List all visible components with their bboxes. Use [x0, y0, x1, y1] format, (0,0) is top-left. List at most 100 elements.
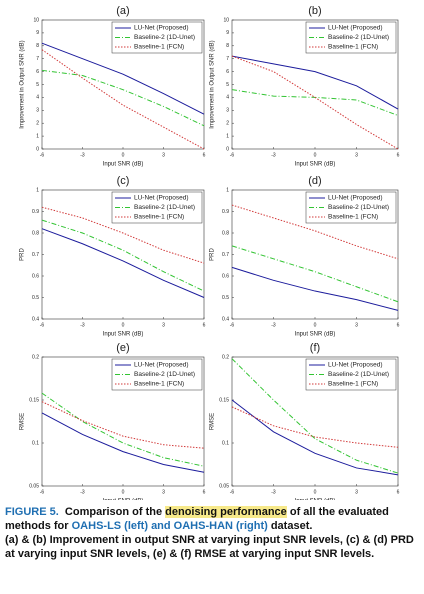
x-tick-label: 3 [355, 152, 358, 158]
series-line [41, 49, 205, 150]
series-line [41, 219, 205, 292]
x-tick-label: 6 [397, 152, 400, 158]
y-tick-label: 4 [36, 95, 39, 101]
legend-label: Baseline-1 (FCN) [328, 44, 378, 51]
y-tick-label: 9 [226, 30, 229, 36]
x-tick-label: -6 [230, 152, 235, 158]
panel-title: (c) [117, 175, 130, 187]
panel-title: (f) [310, 342, 320, 354]
y-tick-label: 0.8 [32, 230, 39, 236]
y-tick-label: 0.1 [32, 440, 39, 446]
x-tick-label: -3 [271, 322, 276, 328]
legend-box [305, 358, 397, 391]
y-tick-label: 0.5 [222, 295, 229, 301]
x-tick-label: 0 [122, 489, 125, 495]
x-axis-label: Input SNR (dB) [103, 499, 144, 500]
y-tick-label: 8 [36, 43, 39, 49]
x-tick-label: -3 [271, 152, 276, 158]
x-tick-label: 6 [397, 489, 400, 495]
y-tick-label: 2 [36, 121, 39, 127]
legend-label: Baseline-2 (1D-Unet) [328, 371, 389, 378]
panel-title: (e) [116, 342, 129, 354]
y-tick-label: 0.7 [32, 252, 39, 258]
x-tick-label: 0 [122, 152, 125, 158]
y-axis-label: RMSE [210, 413, 216, 430]
caption-highlight: denoising performance [165, 506, 287, 518]
y-tick-label: 10 [223, 17, 229, 23]
legend-label: Baseline-1 (FCN) [134, 381, 184, 388]
panel-title: (a) [116, 5, 129, 17]
legend-label: Baseline-2 (1D-Unet) [134, 204, 195, 211]
y-tick-label: 1 [226, 133, 229, 139]
x-tick-label: 6 [397, 322, 400, 328]
y-tick-label: 0.7 [222, 252, 229, 258]
series-line [41, 69, 205, 127]
legend-label: Baseline-1 (FCN) [328, 214, 378, 221]
y-tick-label: 3 [226, 108, 229, 114]
x-tick-label: -3 [271, 489, 276, 495]
x-tick-label: 6 [203, 322, 206, 328]
y-tick-label: 10 [33, 17, 39, 23]
y-axis-label: RMSE [20, 413, 26, 430]
x-tick-label: 0 [314, 152, 317, 158]
x-tick-label: 3 [162, 152, 165, 158]
y-tick-label: 5 [36, 82, 39, 88]
y-tick-label: 7 [226, 56, 229, 62]
caption: FIGURE 5. Comparison of the denoising pe… [5, 505, 419, 561]
series-line [231, 55, 399, 150]
y-tick-label: 9 [36, 30, 39, 36]
y-tick-label: 0.15 [29, 397, 39, 403]
x-tick-label: -3 [80, 322, 85, 328]
x-axis-label: Input SNR (dB) [295, 499, 336, 500]
x-tick-label: 0 [314, 322, 317, 328]
y-axis-label: Improvement in Output SNR (dB) [20, 40, 26, 128]
legend-label: LU-Net (Proposed) [134, 25, 189, 32]
y-axis-label: PRD [210, 248, 216, 261]
legend-label: Baseline-1 (FCN) [328, 381, 378, 388]
x-tick-label: 0 [122, 322, 125, 328]
y-tick-label: 0.8 [222, 230, 229, 236]
x-axis-label: Input SNR (dB) [295, 332, 336, 338]
series-line [231, 245, 399, 303]
y-tick-label: 0.9 [32, 209, 39, 215]
x-tick-label: 3 [162, 489, 165, 495]
x-tick-label: -6 [40, 489, 45, 495]
series-line [41, 392, 205, 467]
series-line [231, 55, 399, 110]
legend-label: Baseline-2 (1D-Unet) [328, 34, 389, 41]
y-tick-label: 1 [36, 133, 39, 139]
y-tick-label: 0.5 [32, 295, 39, 301]
caption-text: of all the evaluated methods for [5, 506, 389, 532]
legend-label: LU-Net (Proposed) [134, 195, 189, 202]
x-axis-label: Input SNR (dB) [295, 162, 336, 168]
y-axis-label: PRD [20, 248, 26, 261]
series-line [231, 399, 399, 476]
series-line [231, 89, 399, 116]
y-axis-label: Improvement in Output SNR (dB) [210, 40, 216, 128]
legend-label: Baseline-2 (1D-Unet) [328, 204, 389, 211]
y-tick-label: 0.15 [219, 397, 229, 403]
caption-text: dataset. [267, 520, 313, 532]
caption-datasets: OAHS-LS (left) and OAHS-HAN (right) [71, 520, 268, 532]
x-tick-label: -6 [230, 322, 235, 328]
y-tick-label: 0.2 [222, 354, 229, 360]
y-tick-label: 6 [36, 69, 39, 75]
y-tick-label: 0.2 [32, 354, 39, 360]
x-tick-label: 6 [203, 489, 206, 495]
legend-label: Baseline-1 (FCN) [134, 44, 184, 51]
y-tick-label: 2 [226, 121, 229, 127]
caption-details: (a) & (b) Improvement in output SNR at v… [5, 534, 414, 560]
x-axis-label: Input SNR (dB) [103, 332, 144, 338]
legend-label: Baseline-2 (1D-Unet) [134, 34, 195, 41]
legend-label: LU-Net (Proposed) [328, 362, 383, 369]
y-tick-label: 0.4 [222, 316, 229, 322]
caption-label: FIGURE 5. [5, 506, 59, 518]
y-tick-label: 0 [226, 146, 229, 152]
y-tick-label: 0 [36, 146, 39, 152]
series-line [231, 266, 399, 311]
x-axis-label: Input SNR (dB) [103, 162, 144, 168]
series-line [41, 412, 205, 473]
y-tick-label: 0.9 [222, 209, 229, 215]
